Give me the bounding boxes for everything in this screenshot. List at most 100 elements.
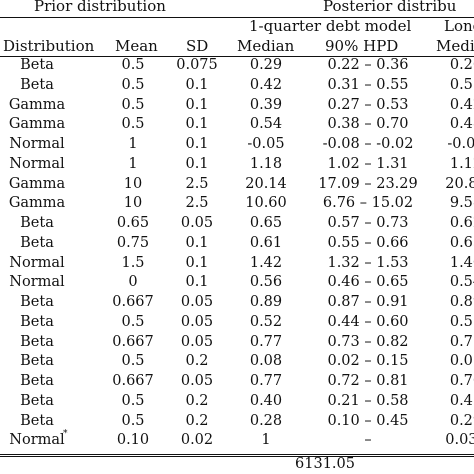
hpd-cell: 0.10 – 0.45 [327, 412, 409, 429]
hpd-cell: 0.57 – 0.73 [327, 215, 409, 231]
long-median-cell: 0.42 [449, 96, 474, 113]
mean-cell: 0.5 [121, 392, 145, 409]
hpd-cell: – [364, 432, 372, 449]
sd-cell: 0.1 [185, 155, 209, 172]
prior-group-header: Prior distribution [34, 0, 166, 15]
long-median-cell: 20.85 [445, 175, 474, 192]
distribution-cell: Beta [20, 412, 54, 429]
long-median-cell: 9.58 [449, 195, 474, 212]
sd-cell: 0.2 [185, 392, 209, 409]
mean-cell: 0.5 [121, 353, 145, 370]
sd-cell: 0.1 [185, 136, 209, 152]
mean-cell: 0.5 [121, 116, 145, 133]
sd-cell: 0.05 [180, 313, 214, 330]
sd-cell: 0.075 [176, 57, 218, 73]
mean-cell: 0.667 [112, 373, 154, 389]
median-cell: 0.08 [249, 353, 283, 370]
median-cell: 1 [261, 432, 271, 449]
mean-cell: 1 [128, 136, 138, 152]
sd-cell: 0.05 [180, 215, 214, 231]
sd-cell: 0.05 [180, 294, 214, 310]
column-header-long-median: Media [436, 37, 474, 55]
sd-cell: 0.2 [185, 353, 209, 370]
column-header-rule [0, 56, 474, 57]
long-median-cell: -0.05 [447, 136, 474, 152]
distribution-cell: Normal [9, 136, 65, 152]
hpd-cell: 0.73 – 0.82 [327, 333, 409, 350]
mean-cell: 0.5 [121, 96, 145, 113]
column-header-sd: SD [186, 37, 209, 55]
median-cell: 1.18 [249, 155, 283, 172]
median-cell: 0.40 [249, 392, 283, 409]
mean-cell: 0.5 [121, 76, 145, 93]
sd-cell: 0.1 [185, 96, 209, 113]
median-cell: 20.14 [245, 175, 287, 192]
mean-cell: 10 [123, 195, 143, 212]
hpd-cell: 6.76 – 15.02 [322, 195, 414, 212]
median-cell: 0.61 [249, 234, 283, 251]
model-long-header: Long [444, 17, 474, 35]
hpd-cell: 0.44 – 0.60 [327, 313, 409, 330]
sd-cell: 0.1 [185, 116, 209, 133]
total-value: 6131.05 [295, 456, 355, 472]
median-cell: 0.54 [249, 116, 283, 133]
mean-cell: 10 [123, 175, 143, 192]
distribution-cell: Normal [9, 274, 65, 291]
mean-cell: 1.5 [121, 254, 145, 271]
mean-cell: 1 [128, 155, 138, 172]
median-cell: 0.89 [249, 294, 283, 310]
hpd-cell: 0.21 – 0.58 [327, 392, 409, 409]
distribution-cell: Normal [9, 155, 65, 172]
table-bottom-rule-2 [0, 456, 474, 457]
median-cell: 0.29 [249, 57, 283, 73]
long-median-cell: 0.89 [449, 294, 474, 310]
distribution-cell: Gamma [8, 96, 66, 113]
hpd-cell: 0.31 – 0.55 [327, 76, 409, 93]
column-header-median: Median [237, 37, 295, 55]
long-median-cell: 1.40 [449, 254, 474, 271]
distribution-cell: Gamma [8, 175, 66, 192]
hpd-cell: -0.08 – -0.02 [322, 136, 414, 152]
column-header-distribution: Distribution [3, 37, 95, 55]
model-short-header: 1-quarter debt model [249, 17, 412, 35]
group-header-rule [0, 17, 474, 18]
mean-cell: 0.65 [116, 215, 150, 231]
hpd-cell: 1.32 – 1.53 [327, 254, 409, 271]
median-cell: 0.65 [249, 215, 283, 231]
median-cell: -0.05 [247, 136, 285, 152]
sd-cell: 0.02 [180, 432, 214, 449]
median-cell: 0.77 [249, 373, 283, 389]
table-bottom-rule-1 [0, 454, 474, 455]
long-median-cell: 0.51 [449, 76, 474, 93]
long-median-cell: 0.76 [449, 373, 474, 389]
distribution-cell: Beta [20, 57, 54, 73]
long-median-cell: 0.77 [449, 333, 474, 350]
mean-cell: 0.5 [121, 412, 145, 429]
distribution-cell: Beta [20, 234, 54, 251]
distribution-cell: Beta [20, 392, 54, 409]
long-median-cell: 0.29 [449, 412, 474, 429]
distribution-cell: Gamma [8, 195, 66, 212]
hpd-cell: 0.46 – 0.65 [327, 274, 409, 291]
sd-cell: 0.1 [185, 76, 209, 93]
long-median-cell: 0.54 [449, 274, 474, 291]
distribution-cell: Beta [20, 215, 54, 231]
distribution-cell: Beta [20, 76, 54, 93]
mean-cell: 0.75 [116, 234, 150, 251]
hpd-cell: 17.09 – 23.29 [318, 175, 418, 192]
mean-cell: 0.5 [121, 313, 145, 330]
long-median-cell: 0.030 [445, 432, 474, 449]
hpd-cell: 0.27 – 0.53 [327, 96, 409, 113]
distribution-cell: Normal [9, 432, 65, 449]
hpd-cell: 0.72 – 0.81 [327, 373, 409, 389]
median-cell: 10.60 [245, 195, 287, 212]
distribution-cell: Beta [20, 333, 54, 350]
median-cell: 0.42 [249, 76, 283, 93]
median-cell: 0.39 [249, 96, 283, 113]
column-header-mean: Mean [115, 37, 158, 55]
sd-cell: 0.05 [180, 333, 214, 350]
mean-cell: 0.10 [116, 432, 150, 449]
long-median-cell: 0.26 [449, 57, 474, 73]
long-median-cell: 0.41 [449, 392, 474, 409]
